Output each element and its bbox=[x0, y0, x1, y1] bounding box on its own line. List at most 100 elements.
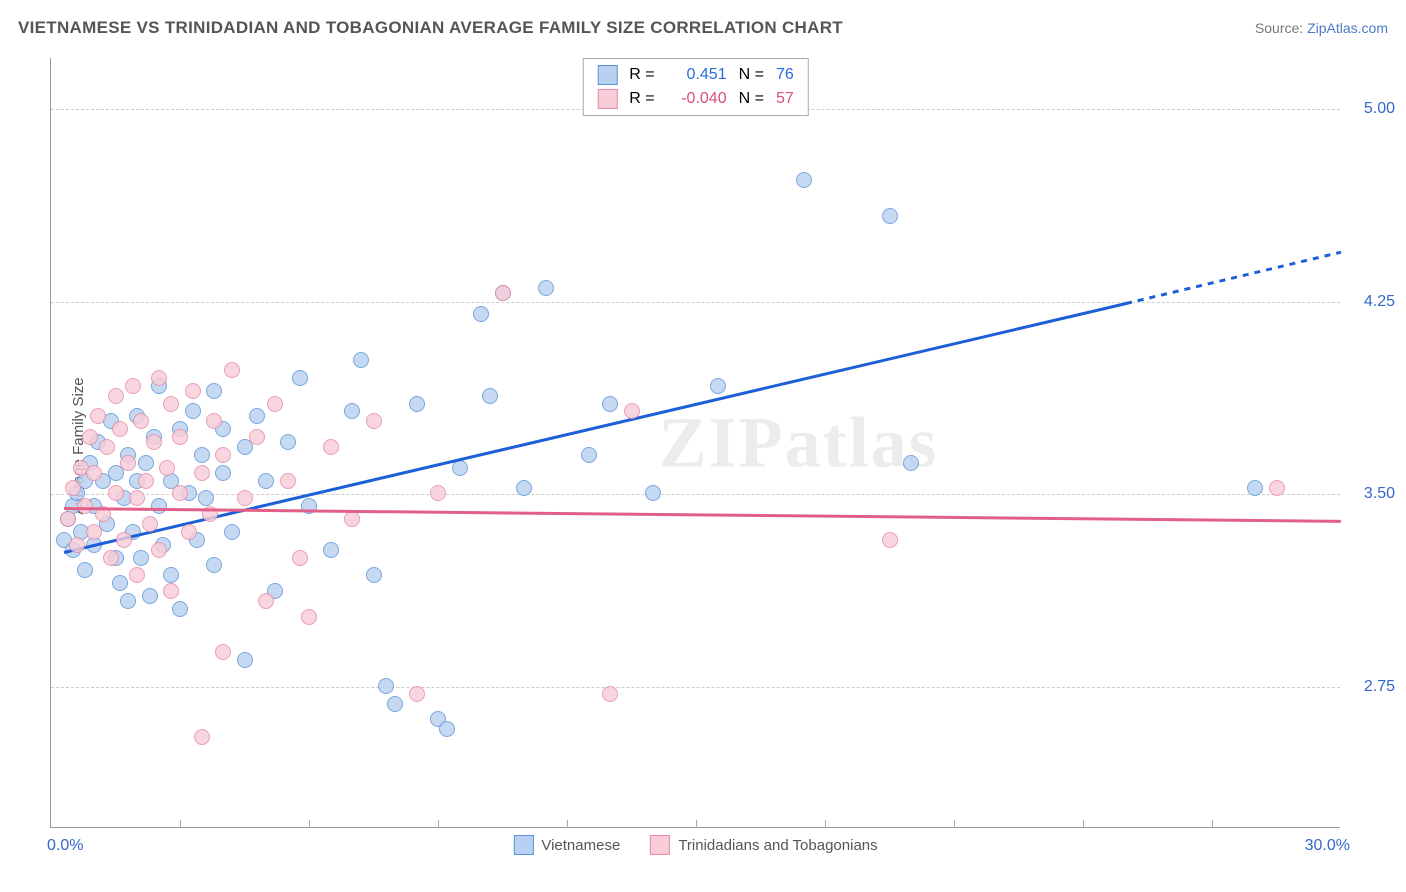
data-point bbox=[292, 550, 308, 566]
n-label: N = bbox=[739, 90, 764, 108]
data-point bbox=[1269, 480, 1285, 496]
data-point bbox=[172, 601, 188, 617]
data-point bbox=[172, 429, 188, 445]
data-point bbox=[473, 306, 489, 322]
legend-item-0: Vietnamese bbox=[513, 835, 620, 855]
data-point bbox=[116, 532, 132, 548]
data-point bbox=[538, 280, 554, 296]
data-point bbox=[138, 455, 154, 471]
data-point bbox=[387, 696, 403, 712]
data-point bbox=[194, 729, 210, 745]
data-point bbox=[172, 485, 188, 501]
data-point bbox=[86, 524, 102, 540]
data-point bbox=[249, 408, 265, 424]
n-value-0: 76 bbox=[776, 66, 794, 84]
data-point bbox=[185, 403, 201, 419]
data-point bbox=[151, 370, 167, 386]
data-point bbox=[103, 550, 119, 566]
watermark: ZIPatlas bbox=[659, 401, 939, 484]
data-point bbox=[482, 388, 498, 404]
r-label: R = bbox=[629, 66, 654, 84]
data-point bbox=[439, 721, 455, 737]
data-point bbox=[292, 370, 308, 386]
data-point bbox=[323, 542, 339, 558]
data-point bbox=[224, 524, 240, 540]
data-point bbox=[120, 593, 136, 609]
data-point bbox=[495, 285, 511, 301]
data-point bbox=[249, 429, 265, 445]
data-point bbox=[69, 537, 85, 553]
data-point bbox=[77, 562, 93, 578]
data-point bbox=[267, 396, 283, 412]
data-point bbox=[206, 383, 222, 399]
data-point bbox=[624, 403, 640, 419]
trendline bbox=[64, 507, 1341, 522]
source-link[interactable]: ZipAtlas.com bbox=[1307, 20, 1388, 36]
data-point bbox=[366, 567, 382, 583]
data-point bbox=[163, 396, 179, 412]
correlation-legend: R = 0.451 N = 76 R = -0.040 N = 57 bbox=[582, 58, 808, 116]
data-point bbox=[99, 439, 115, 455]
data-point bbox=[185, 383, 201, 399]
data-point bbox=[112, 575, 128, 591]
x-axis-max-label: 30.0% bbox=[1305, 837, 1350, 855]
data-point bbox=[194, 447, 210, 463]
x-axis-min-label: 0.0% bbox=[47, 837, 83, 855]
data-point bbox=[366, 413, 382, 429]
x-tick bbox=[309, 820, 310, 828]
data-point bbox=[353, 352, 369, 368]
data-point bbox=[215, 465, 231, 481]
data-point bbox=[194, 465, 210, 481]
data-point bbox=[65, 480, 81, 496]
data-point bbox=[133, 550, 149, 566]
data-point bbox=[224, 362, 240, 378]
x-tick bbox=[180, 820, 181, 828]
source-attribution: Source: ZipAtlas.com bbox=[1255, 20, 1388, 36]
data-point bbox=[198, 490, 214, 506]
data-point bbox=[301, 609, 317, 625]
data-point bbox=[206, 557, 222, 573]
data-point bbox=[258, 593, 274, 609]
series-legend: Vietnamese Trinidadians and Tobagonians bbox=[513, 835, 877, 855]
n-value-1: 57 bbox=[776, 90, 794, 108]
legend-item-1: Trinidadians and Tobagonians bbox=[650, 835, 877, 855]
data-point bbox=[82, 429, 98, 445]
n-label: N = bbox=[739, 66, 764, 84]
data-point bbox=[86, 465, 102, 481]
x-tick bbox=[696, 820, 697, 828]
y-tick-label: 2.75 bbox=[1364, 678, 1395, 696]
data-point bbox=[237, 490, 253, 506]
y-tick-label: 4.25 bbox=[1364, 293, 1395, 311]
data-point bbox=[129, 490, 145, 506]
x-tick bbox=[1212, 820, 1213, 828]
swatch-icon bbox=[650, 835, 670, 855]
chart-title: VIETNAMESE VS TRINIDADIAN AND TOBAGONIAN… bbox=[18, 18, 843, 38]
series-name-0: Vietnamese bbox=[541, 837, 620, 854]
data-point bbox=[237, 652, 253, 668]
x-tick bbox=[825, 820, 826, 828]
data-point bbox=[882, 532, 898, 548]
gridline bbox=[51, 687, 1340, 688]
gridline bbox=[51, 302, 1340, 303]
data-point bbox=[280, 434, 296, 450]
data-point bbox=[163, 583, 179, 599]
data-point bbox=[181, 524, 197, 540]
x-tick bbox=[1083, 820, 1084, 828]
data-point bbox=[90, 408, 106, 424]
data-point bbox=[108, 388, 124, 404]
swatch-series-0 bbox=[597, 65, 617, 85]
r-value-0: 0.451 bbox=[667, 66, 727, 84]
source-prefix: Source: bbox=[1255, 20, 1307, 36]
scatter-plot-area: ZIPatlas R = 0.451 N = 76 R = -0.040 N =… bbox=[50, 58, 1340, 828]
data-point bbox=[710, 378, 726, 394]
data-point bbox=[258, 473, 274, 489]
data-point bbox=[409, 686, 425, 702]
data-point bbox=[344, 403, 360, 419]
legend-row-series-0: R = 0.451 N = 76 bbox=[597, 63, 793, 87]
data-point bbox=[516, 480, 532, 496]
x-tick bbox=[954, 820, 955, 828]
swatch-series-1 bbox=[597, 89, 617, 109]
data-point bbox=[796, 172, 812, 188]
data-point bbox=[645, 485, 661, 501]
swatch-icon bbox=[513, 835, 533, 855]
